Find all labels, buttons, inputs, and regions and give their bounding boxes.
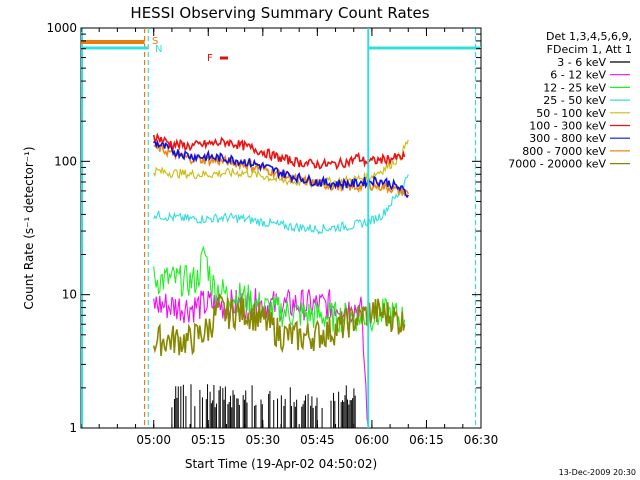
x-tick-label: 05:00 [136,433,171,447]
series-line-100-300-kev [152,132,406,171]
legend: Det 1,3,4,5,6,9, FDecim 1, Att 1 3 - 6 k… [508,30,632,171]
x-tick-label: 06:15 [409,433,444,447]
series-layer [152,132,410,429]
y-tick-label: 1000 [46,21,77,35]
flag-f-label: F [207,53,213,64]
footer-timestamp: 13-Dec-2009 20:30 [559,468,636,477]
legend-label: 800 - 7000 keV [522,145,606,158]
x-tick-label: 05:15 [191,433,226,447]
legend-header-1: Det 1,3,4,5,6,9, [546,30,632,43]
x-tick-label: 05:30 [246,433,281,447]
series-line-25-50-kev [153,174,409,235]
x-axis-label: Start Time (19-Apr-02 04:50:02) [185,457,377,471]
flag-s-label: S [152,36,158,47]
plot-frame [80,27,482,429]
legend-label: 6 - 12 keV [550,69,606,82]
legend-label: 300 - 800 keV [529,132,606,145]
legend-label: 12 - 25 keV [543,81,606,94]
x-tick-label: 05:45 [300,433,335,447]
y-tick-label: 1 [69,421,77,435]
y-ticks: 1 10 100 1000 [46,21,481,435]
legend-header-2: FDecim 1, Att 1 [547,43,632,56]
x-tick-label: 06:00 [355,433,390,447]
legend-label: 3 - 6 keV [557,56,606,69]
series-line-300-800-kev [152,138,409,199]
x-tick-label: 06:30 [464,433,499,447]
y-axis-label: Count Rate (s⁻¹ detector⁻¹) [22,146,36,309]
y-tick-label: 10 [62,288,77,302]
y-tick-label: 100 [54,154,77,168]
legend-label: 100 - 300 keV [529,120,606,133]
legend-label: 7000 - 20000 keV [508,158,606,171]
series-3-6kev [171,384,356,428]
series-line-7000-20000-kev [152,293,406,357]
series-line-800-7000-kev [153,140,410,198]
x-ticks: 05:00 05:15 05:30 05:45 06:00 06:15 06:30 [80,28,499,447]
flag-n-label: N [155,44,162,55]
chart-title: HESSI Observing Summary Count Rates [130,4,429,22]
legend-label: 25 - 50 keV [543,94,606,107]
legend-label: 50 - 100 keV [536,107,606,120]
flag-overlays: SN F [81,28,481,428]
